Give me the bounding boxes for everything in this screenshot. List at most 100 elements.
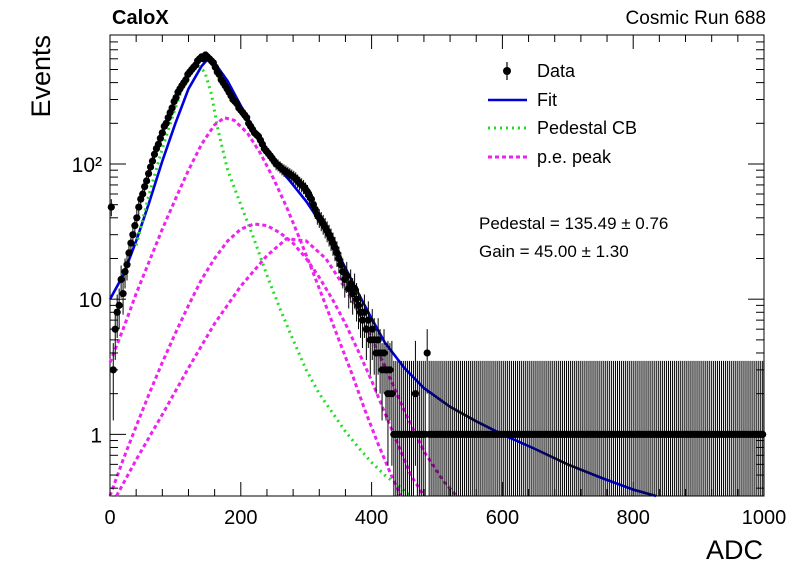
data-point xyxy=(411,340,420,466)
data-point xyxy=(445,360,453,496)
data-point xyxy=(470,360,478,496)
data-point xyxy=(649,360,657,496)
x-tick-label: 200 xyxy=(224,507,257,529)
data-point xyxy=(637,360,645,496)
data-point xyxy=(464,360,472,496)
data-point xyxy=(741,360,749,496)
data-point xyxy=(513,360,522,496)
data-point xyxy=(570,360,578,496)
data-point xyxy=(645,360,653,496)
data-point xyxy=(702,360,710,496)
data-point xyxy=(557,360,565,496)
data-point xyxy=(625,360,633,496)
data-point xyxy=(627,360,635,496)
data-point xyxy=(539,360,547,496)
data-point xyxy=(706,360,714,496)
data-point xyxy=(413,360,421,496)
data-point xyxy=(443,360,451,496)
data-point xyxy=(700,360,708,496)
data-point xyxy=(388,340,396,466)
data-point xyxy=(753,360,761,496)
data-point xyxy=(611,360,620,496)
data-point xyxy=(623,360,631,496)
data-point xyxy=(708,360,716,496)
data-point xyxy=(564,360,573,496)
data-point xyxy=(715,360,724,496)
data-point xyxy=(574,360,582,496)
legend-item: Pedestal CB xyxy=(488,118,637,138)
data-point xyxy=(519,360,527,496)
data-point xyxy=(529,360,537,496)
data-point xyxy=(531,360,539,496)
data-point xyxy=(500,360,508,496)
data-point xyxy=(725,360,733,496)
data-point xyxy=(504,360,512,496)
data-point xyxy=(666,360,675,496)
data-point xyxy=(535,360,543,496)
data-point xyxy=(690,360,698,496)
data-point xyxy=(731,360,739,496)
data-point xyxy=(696,360,704,496)
legend-label: Data xyxy=(537,61,576,81)
data-point xyxy=(717,360,726,496)
data-point xyxy=(759,360,767,496)
x-tick-label: 1000 xyxy=(742,507,787,529)
data-point xyxy=(600,360,608,496)
y-axis-label: Events xyxy=(26,35,56,118)
curve-p-e-peak-5 xyxy=(115,237,458,497)
data-point xyxy=(392,360,400,496)
data-point xyxy=(582,360,590,496)
data-point xyxy=(635,360,643,496)
data-point xyxy=(398,360,406,496)
data-point xyxy=(615,360,624,496)
fit-gain-text: Gain = 45.00 ± 1.30 xyxy=(479,242,629,261)
data-point xyxy=(480,360,488,496)
data-point xyxy=(629,360,637,496)
data-point xyxy=(604,360,612,496)
legend-label: p.e. peak xyxy=(537,147,612,167)
data-point xyxy=(172,93,180,102)
data-point xyxy=(688,360,696,496)
curve-p-e-peak-4 xyxy=(108,222,426,497)
data-point xyxy=(641,360,649,496)
x-axis-label: ADC xyxy=(706,535,763,565)
data-point xyxy=(576,360,584,496)
data-point xyxy=(109,343,117,421)
data-point xyxy=(737,360,745,496)
data-point xyxy=(441,360,449,496)
data-point xyxy=(676,360,684,496)
data-point xyxy=(712,360,720,496)
data-point xyxy=(723,360,731,496)
data-point xyxy=(572,360,580,496)
data-point xyxy=(472,360,480,496)
legend-item: Data xyxy=(503,61,576,81)
data-point xyxy=(651,360,659,496)
data-point xyxy=(747,360,755,496)
data-point xyxy=(664,360,673,496)
y-tick-label: 10² xyxy=(72,154,102,177)
data-point xyxy=(515,360,524,496)
data-point xyxy=(505,360,514,496)
data-point xyxy=(613,360,622,496)
data-point xyxy=(655,360,663,496)
data-point xyxy=(678,360,686,496)
data-point xyxy=(384,340,392,466)
data-point xyxy=(733,360,741,496)
data-point xyxy=(168,104,176,112)
data-point xyxy=(517,360,525,496)
data-points xyxy=(107,51,767,496)
data-point xyxy=(639,360,647,496)
y-tick-label: 1 xyxy=(90,424,102,447)
data-point xyxy=(672,360,680,496)
data-point xyxy=(562,360,571,496)
data-point xyxy=(492,360,500,496)
data-point xyxy=(421,360,429,496)
data-point xyxy=(447,360,455,496)
data-point xyxy=(680,360,688,496)
data-point xyxy=(621,360,629,496)
data-point xyxy=(462,360,471,496)
data-point xyxy=(660,360,669,496)
data-point xyxy=(578,360,586,496)
data-point xyxy=(560,360,569,496)
